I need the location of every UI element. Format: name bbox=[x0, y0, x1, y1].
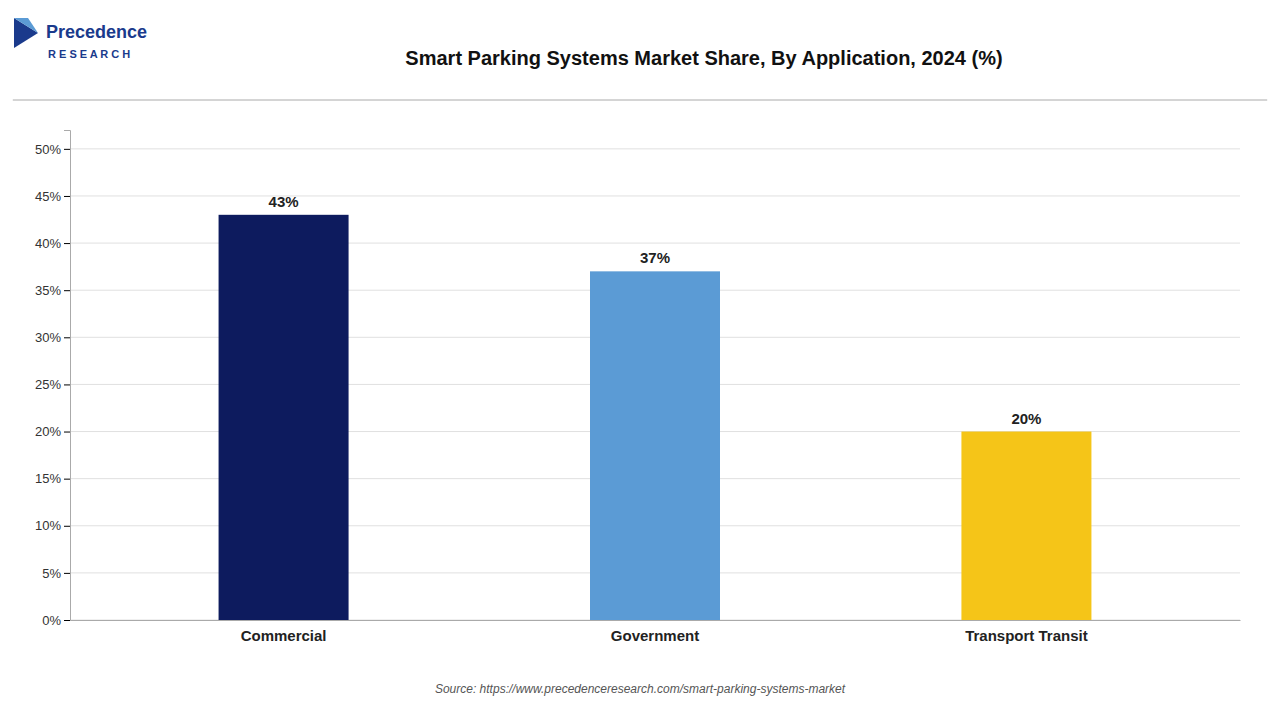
tick-label: 25% bbox=[35, 377, 61, 392]
tick-mark bbox=[64, 149, 70, 150]
y-axis: 0% 5% 10% 15% 20% 25% 30% 35% 40% 45% 50% bbox=[35, 131, 71, 628]
bar bbox=[219, 215, 349, 620]
tick-mark bbox=[64, 290, 70, 291]
grid-line bbox=[70, 148, 1240, 149]
tick-mark bbox=[64, 573, 70, 574]
bar bbox=[961, 432, 1091, 620]
tick-label: 10% bbox=[35, 518, 61, 533]
grid-line bbox=[70, 195, 1240, 196]
tick-mark bbox=[64, 384, 70, 385]
tick: Transport Transit bbox=[965, 620, 1088, 644]
separator bbox=[13, 100, 1267, 101]
tick-label: Commercial bbox=[241, 627, 327, 644]
tick: 0% bbox=[42, 613, 70, 628]
tick-label: 40% bbox=[35, 236, 61, 251]
source: Source: https://www.precedenceresearch.c… bbox=[435, 682, 846, 696]
tick-mark bbox=[64, 432, 70, 433]
data-label: 37% bbox=[640, 249, 670, 266]
bars bbox=[219, 215, 1092, 620]
tick-mark bbox=[64, 620, 70, 621]
tick-mark bbox=[64, 526, 70, 527]
tick: 50% bbox=[35, 142, 70, 157]
tick: 5% bbox=[42, 566, 70, 581]
tick-mark bbox=[64, 196, 70, 197]
tick-mark bbox=[64, 479, 70, 480]
tick: 10% bbox=[35, 518, 70, 533]
chart: Smart Parking Systems Market Share, By A… bbox=[0, 0, 1280, 720]
axis-line bbox=[64, 131, 71, 621]
tick: 45% bbox=[35, 189, 70, 204]
grid bbox=[70, 149, 1240, 620]
bar bbox=[590, 271, 720, 620]
data-label: 20% bbox=[1011, 410, 1041, 427]
tick: Commercial bbox=[241, 620, 327, 644]
tick: 30% bbox=[35, 330, 70, 345]
logo-text: Precedence bbox=[46, 22, 147, 42]
tick-label: 45% bbox=[35, 189, 61, 204]
tick: 40% bbox=[35, 236, 70, 251]
tick-mark bbox=[64, 243, 70, 244]
tick-label: 35% bbox=[35, 283, 61, 298]
logo-icon bbox=[14, 18, 38, 33]
title: Smart Parking Systems Market Share, By A… bbox=[405, 47, 1002, 69]
logo-text: R E S E A R C H bbox=[48, 48, 130, 60]
tick-label: 30% bbox=[35, 330, 61, 345]
tick-label: 0% bbox=[42, 613, 61, 628]
logo-icon bbox=[14, 18, 38, 48]
tick-label: Transport Transit bbox=[965, 627, 1088, 644]
logo: Precedence R E S E A R C H bbox=[14, 18, 147, 60]
axis-line bbox=[71, 620, 1241, 621]
plot: 0% 5% 10% 15% 20% 25% 30% 35% 40% 45% 50% Commercia… bbox=[35, 131, 1241, 644]
tick-label: 20% bbox=[35, 424, 61, 439]
tick: Government bbox=[611, 620, 699, 644]
tick-label: 5% bbox=[42, 566, 61, 581]
data-labels: 43% 37% 20% bbox=[269, 193, 1042, 427]
tick: 15% bbox=[35, 471, 70, 486]
tick-label: Government bbox=[611, 627, 699, 644]
tick-label: 50% bbox=[35, 142, 61, 157]
data-label: 43% bbox=[269, 193, 299, 210]
tick: 35% bbox=[35, 283, 70, 298]
tick-label: 15% bbox=[35, 471, 61, 486]
tick-mark bbox=[64, 337, 70, 338]
x-axis: Commercial Government Transport Transit bbox=[71, 620, 1241, 644]
tick: 25% bbox=[35, 377, 70, 392]
tick: 20% bbox=[35, 424, 70, 439]
